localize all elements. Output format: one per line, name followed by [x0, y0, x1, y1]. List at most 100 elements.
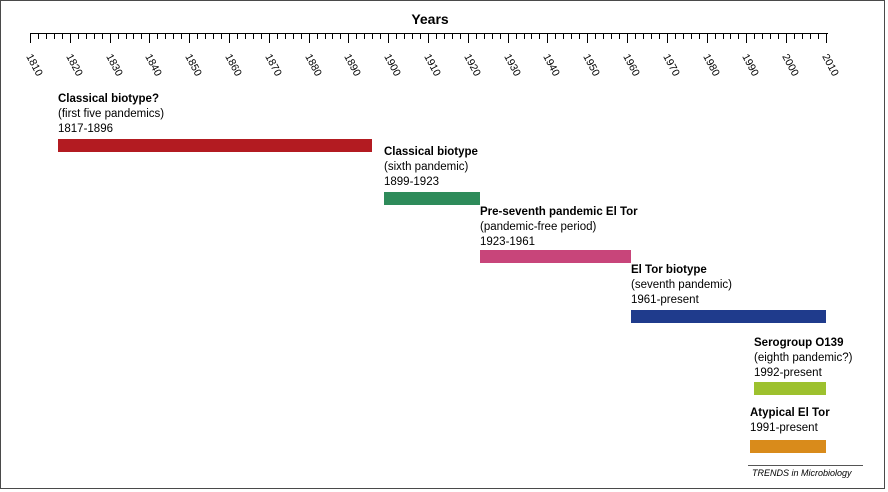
axis-title: Years [411, 11, 449, 27]
minor-tick [46, 33, 47, 39]
minor-tick [723, 33, 724, 39]
period-years: 1991-present [750, 422, 818, 434]
minor-tick [603, 33, 604, 39]
minor-tick [62, 33, 63, 39]
minor-tick [452, 33, 453, 39]
credit-text: TRENDS in Microbiology [752, 468, 852, 478]
minor-tick [221, 33, 222, 39]
major-tick [70, 33, 71, 43]
minor-tick [205, 33, 206, 39]
minor-tick [794, 33, 795, 39]
minor-tick [54, 33, 55, 39]
minor-tick [516, 33, 517, 39]
period-subtitle: (seventh pandemic) [631, 279, 732, 291]
minor-tick [635, 33, 636, 39]
minor-tick [595, 33, 596, 39]
minor-tick [301, 33, 302, 39]
minor-tick [730, 33, 731, 39]
period-years: 1961-present [631, 294, 699, 306]
minor-tick [691, 33, 692, 39]
minor-tick [539, 33, 540, 39]
period-bar [58, 139, 372, 152]
minor-tick [492, 33, 493, 39]
minor-tick [332, 33, 333, 39]
minor-tick [659, 33, 660, 39]
period-label: Classical biotype (sixth pandemic) 1899-… [384, 145, 478, 190]
minor-tick [412, 33, 413, 39]
minor-tick [436, 33, 437, 39]
period-years: 1899-1923 [384, 176, 439, 188]
minor-tick [683, 33, 684, 39]
major-tick [30, 33, 31, 43]
minor-tick [253, 33, 254, 39]
major-tick [746, 33, 747, 43]
minor-tick [141, 33, 142, 39]
period-label: Atypical El Tor 1991-present [750, 406, 830, 436]
period-bar [754, 382, 826, 395]
minor-tick [340, 33, 341, 39]
period-title: El Tor biotype [631, 264, 707, 276]
major-tick [707, 33, 708, 43]
major-tick [587, 33, 588, 43]
minor-tick [802, 33, 803, 39]
period-years: 1817-1896 [58, 123, 113, 135]
period-title: Pre-seventh pandemic El Tor [480, 206, 638, 218]
period-label: El Tor biotype (seventh pandemic) 1961-p… [631, 263, 732, 308]
minor-tick [444, 33, 445, 39]
minor-tick [754, 33, 755, 39]
minor-tick [86, 33, 87, 39]
minor-tick [285, 33, 286, 39]
period-subtitle: (eighth pandemic?) [754, 352, 853, 364]
minor-tick [38, 33, 39, 39]
minor-tick [611, 33, 612, 39]
axis-line [30, 33, 828, 34]
major-tick [110, 33, 111, 43]
period-title: Classical biotype? [58, 93, 159, 105]
period-title: Serogroup O139 [754, 337, 844, 349]
minor-tick [94, 33, 95, 39]
minor-tick [531, 33, 532, 39]
minor-tick [738, 33, 739, 39]
minor-tick [571, 33, 572, 39]
minor-tick [364, 33, 365, 39]
minor-tick [579, 33, 580, 39]
minor-tick [675, 33, 676, 39]
minor-tick [420, 33, 421, 39]
minor-tick [261, 33, 262, 39]
period-bar [631, 310, 826, 323]
minor-tick [643, 33, 644, 39]
major-tick [229, 33, 230, 43]
minor-tick [372, 33, 373, 39]
minor-tick [715, 33, 716, 39]
major-tick [149, 33, 150, 43]
minor-tick [818, 33, 819, 39]
major-tick [547, 33, 548, 43]
minor-tick [277, 33, 278, 39]
major-tick [826, 33, 827, 43]
minor-tick [118, 33, 119, 39]
period-years: 1923-1961 [480, 236, 535, 248]
period-subtitle: (pandemic-free period) [480, 221, 597, 233]
minor-tick [396, 33, 397, 39]
minor-tick [778, 33, 779, 39]
major-tick [468, 33, 469, 43]
period-bar [384, 192, 480, 205]
major-tick [189, 33, 190, 43]
minor-tick [181, 33, 182, 39]
minor-tick [563, 33, 564, 39]
major-tick [667, 33, 668, 43]
minor-tick [173, 33, 174, 39]
credit-divider [748, 465, 863, 466]
minor-tick [500, 33, 501, 39]
major-tick [786, 33, 787, 43]
minor-tick [197, 33, 198, 39]
major-tick [309, 33, 310, 43]
minor-tick [484, 33, 485, 39]
minor-tick [460, 33, 461, 39]
minor-tick [555, 33, 556, 39]
minor-tick [165, 33, 166, 39]
minor-tick [325, 33, 326, 39]
period-label: Classical biotype? (first five pandemics… [58, 92, 164, 137]
minor-tick [404, 33, 405, 39]
